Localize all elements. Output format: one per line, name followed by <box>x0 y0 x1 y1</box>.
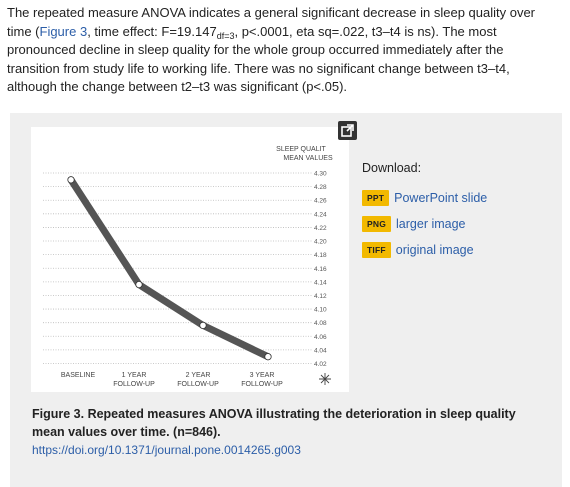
powerpoint-slide-link[interactable]: PowerPoint slide <box>394 191 488 205</box>
ppt-badge: PPT <box>362 190 390 206</box>
y-tick-label: 4.14 <box>314 279 327 286</box>
x-tick-label-1: FOLLOW-UP <box>113 381 155 388</box>
y-tick-label: 4.28 <box>314 184 327 191</box>
figure-thumbnail[interactable]: SLEEP QUALIT MEAN VALUES 4.30 4.28 4.26 4.24 4… <box>31 127 349 392</box>
y-tick-label: 4.26 <box>314 198 327 205</box>
paragraph-text-1: The repeated measure ANOVA indicates a g… <box>7 5 536 39</box>
download-tiff[interactable]: TIFF original image <box>362 241 474 259</box>
y-tick-label: 4.02 <box>314 361 327 368</box>
download-png[interactable]: PNG larger image <box>362 215 466 233</box>
y-tick-label: 4.30 <box>314 171 327 178</box>
y-tick-label: 4.16 <box>314 266 327 273</box>
paragraph-text-2: , time effect: F=19.147 <box>87 23 217 39</box>
body-paragraph: The repeated measure ANOVA indicates a g… <box>7 4 559 97</box>
x-tick-label-1: 1 YEAR <box>122 372 147 379</box>
y-axis-label-line1: SLEEP QUALIT <box>276 146 326 153</box>
expand-icon[interactable] <box>338 121 357 140</box>
y-tick-label: 4.08 <box>314 320 327 327</box>
y-tick-label: 4.18 <box>314 252 327 259</box>
data-point-2 <box>199 321 207 329</box>
y-tick-label: 4.22 <box>314 225 327 232</box>
x-tick-label-0: BASELINE <box>61 372 96 379</box>
y-tick-label: 4.12 <box>314 293 327 300</box>
y-tick-label: 4.10 <box>314 307 327 314</box>
line-chart: SLEEP QUALIT MEAN VALUES 4.30 4.28 4.26 4.24 4… <box>43 146 333 388</box>
y-tick-label: 4.20 <box>314 239 327 246</box>
x-tick-label-2: FOLLOW-UP <box>177 381 219 388</box>
series-line <box>67 176 272 361</box>
data-point-3 <box>264 353 272 361</box>
data-point-0 <box>67 176 75 184</box>
y-axis-label-line2: MEAN VALUES <box>283 155 333 162</box>
y-tick-label: 4.06 <box>314 334 327 341</box>
x-tick-label-2: 2 YEAR <box>186 372 211 379</box>
axis-marker-icon <box>319 373 331 385</box>
figure-caption: Figure 3. Repeated measures ANOVA illust… <box>32 407 516 439</box>
x-tick-label-3: 3 YEAR <box>250 372 275 379</box>
y-tick-label: 4.04 <box>314 347 327 354</box>
doi-link[interactable]: https://doi.org/10.1371/journal.pone.001… <box>32 443 301 457</box>
y-tick-label: 4.24 <box>314 211 327 218</box>
df-subscript: df=3 <box>216 30 235 41</box>
paragraph-text-3: , p<.0001, eta sq=.022, t3–t4 is ns). Th… <box>7 23 510 95</box>
tiff-badge: TIFF <box>362 242 391 258</box>
png-badge: PNG <box>362 216 392 232</box>
x-tick-label-3: FOLLOW-UP <box>241 381 283 388</box>
figure-3-link[interactable]: Figure 3 <box>39 23 88 39</box>
larger-image-link[interactable]: larger image <box>396 217 466 231</box>
data-point-1 <box>135 280 143 289</box>
original-image-link[interactable]: original image <box>395 243 474 257</box>
download-label: Download: <box>362 161 422 175</box>
download-ppt[interactable]: PPT PowerPoint slide <box>362 189 487 207</box>
figure-panel: SLEEP QUALIT MEAN VALUES 4.30 4.28 4.26 4.24 4… <box>10 113 562 487</box>
